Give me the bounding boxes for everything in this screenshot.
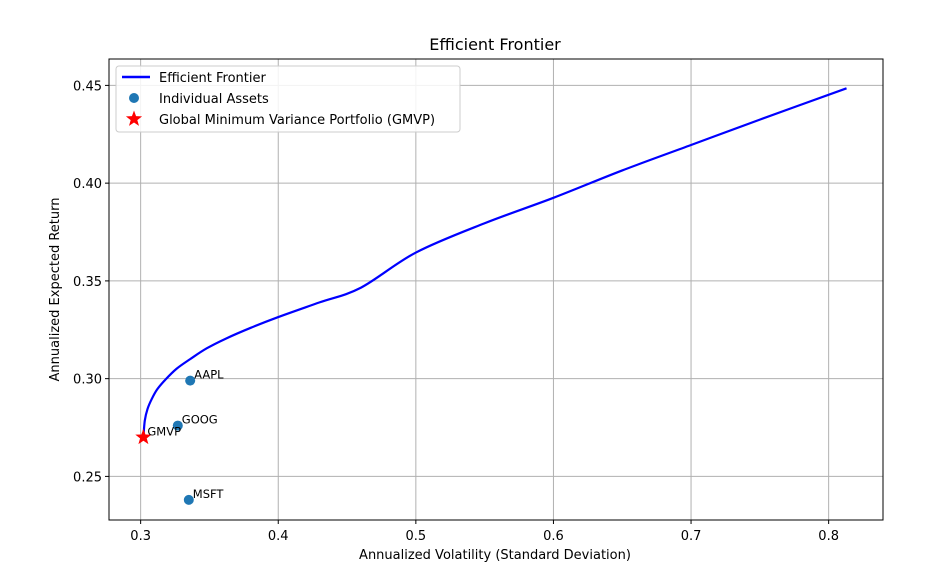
x-tick-label: 0.8: [818, 529, 839, 544]
legend-star-swatch: [125, 110, 143, 126]
efficient-frontier-line: [142, 87, 847, 438]
chart-title: Efficient Frontier: [429, 35, 561, 54]
x-tick-label: 0.6: [543, 529, 564, 544]
asset-label-aapl: AAPL: [194, 368, 224, 382]
axes-frame: [108, 58, 884, 521]
legend-label-frontier: Efficient Frontier: [159, 71, 266, 86]
y-tick-label: 0.45: [73, 79, 102, 94]
legend-dot-swatch: [129, 93, 139, 103]
plot-area: AAPL GOOG MSFT GMVP: [135, 87, 847, 505]
gmvp-label: GMVP: [147, 424, 181, 438]
ticks: 0.3 0.4 0.5 0.6 0.7 0.8 0.25 0.30 0.35 0.40 0.45: [73, 79, 839, 544]
x-tick-label: 0.4: [268, 529, 289, 544]
asset-label-goog: GOOG: [182, 413, 218, 427]
asset-point-msft: [183, 494, 194, 505]
x-axis-label: Annualized Volatility (Standard Deviatio…: [359, 548, 631, 563]
asset-label-msft: MSFT: [193, 487, 225, 501]
y-tick-label: 0.25: [73, 470, 102, 485]
grid: [109, 59, 883, 520]
legend-box: [115, 65, 461, 133]
gmvp-star-marker: [135, 428, 152, 445]
legend-label-gmvp: Global Minimum Variance Portfolio (GMVP): [159, 113, 435, 128]
legend: Efficient Frontier Individual Assets Glo…: [115, 65, 461, 133]
x-tick-label: 0.5: [406, 529, 427, 544]
y-tick-label: 0.40: [73, 177, 102, 192]
asset-point-goog: [172, 420, 183, 431]
legend-label-assets: Individual Assets: [159, 92, 269, 107]
x-tick-label: 0.7: [681, 529, 702, 544]
y-axis-label: Annualized Expected Return: [48, 198, 63, 382]
x-tick-label: 0.3: [130, 529, 151, 544]
y-tick-label: 0.30: [73, 373, 102, 388]
asset-point-aapl: [185, 375, 196, 386]
y-tick-label: 0.35: [73, 275, 102, 290]
